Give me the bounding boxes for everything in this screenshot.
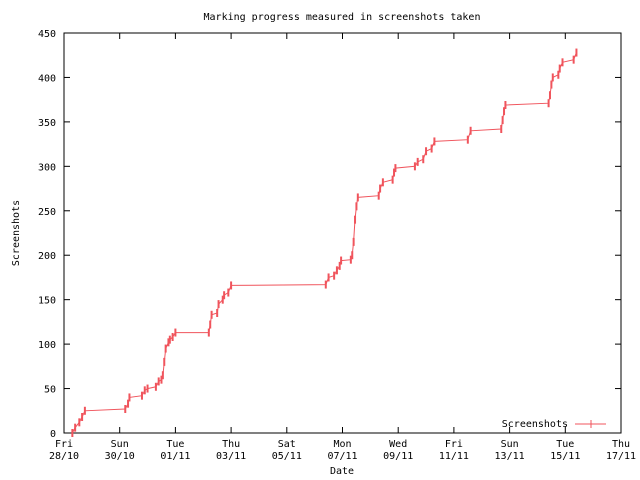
- x-tick-day-label: Sun: [501, 439, 519, 450]
- x-tick-date-label: 30/10: [105, 451, 135, 462]
- y-axis-ticks: 0 50 100 150 200 250 300 350 400 450: [38, 29, 621, 440]
- x-tick-date-label: 28/10: [49, 451, 79, 462]
- x-tick-day-label: Sat: [278, 439, 296, 450]
- y-tick-label: 350: [38, 118, 56, 129]
- x-axis-label: Date: [330, 466, 354, 477]
- y-tick-label: 0: [50, 429, 56, 440]
- x-tick-day-label: Fri: [445, 439, 463, 450]
- x-tick-day-label: Thu: [612, 439, 630, 450]
- x-tick-date-label: 01/11: [160, 451, 190, 462]
- y-tick-label: 50: [44, 385, 56, 396]
- x-tick-date-label: 13/11: [495, 451, 525, 462]
- series-layer: [71, 48, 578, 437]
- y-tick-label: 250: [38, 207, 56, 218]
- y-tick-label: 450: [38, 29, 56, 40]
- x-tick-day-label: Thu: [222, 439, 240, 450]
- x-tick-day-label: Tue: [166, 439, 184, 450]
- series-line: [71, 52, 577, 434]
- y-tick-label: 150: [38, 296, 56, 307]
- y-axis-label: Screenshots: [11, 200, 22, 266]
- y-tick-label: 300: [38, 162, 56, 173]
- legend: Screenshots: [502, 419, 606, 430]
- x-tick-date-label: 17/11: [606, 451, 636, 462]
- x-tick-date-label: 05/11: [272, 451, 302, 462]
- x-tick-date-label: 03/11: [216, 451, 246, 462]
- x-tick-day-label: Wed: [389, 439, 407, 450]
- x-tick-date-label: 15/11: [550, 451, 580, 462]
- x-tick-day-label: Fri: [55, 439, 73, 450]
- y-tick-label: 400: [38, 73, 56, 84]
- x-tick-day-label: Mon: [333, 439, 351, 450]
- x-axis-ticks: Fri28/10Sun30/10Tue01/11Thu03/11Sat05/11…: [49, 33, 636, 462]
- x-tick-date-label: 11/11: [439, 451, 469, 462]
- x-tick-day-label: Tue: [556, 439, 574, 450]
- x-tick-date-label: 09/11: [383, 451, 413, 462]
- x-tick-day-label: Sun: [111, 439, 129, 450]
- plot-frame: [63, 32, 622, 434]
- y-tick-label: 200: [38, 251, 56, 262]
- chart-title: Marking progress measured in screenshots…: [204, 12, 481, 23]
- legend-label: Screenshots: [502, 419, 568, 430]
- x-tick-date-label: 07/11: [327, 451, 357, 462]
- y-tick-label: 100: [38, 340, 56, 351]
